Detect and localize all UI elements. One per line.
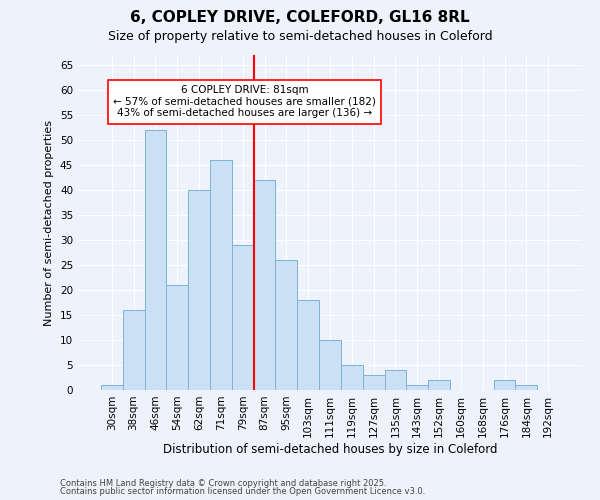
Text: 6 COPLEY DRIVE: 81sqm
← 57% of semi-detached houses are smaller (182)
43% of sem: 6 COPLEY DRIVE: 81sqm ← 57% of semi-deta… (113, 85, 376, 118)
Bar (494, 380, 515, 390)
Bar (363, 375, 385, 390)
Text: Size of property relative to semi-detached houses in Coleford: Size of property relative to semi-detach… (107, 30, 493, 43)
Text: Contains public sector information licensed under the Open Government Licence v3: Contains public sector information licen… (60, 487, 425, 496)
Bar (428, 380, 450, 390)
Bar (275, 260, 297, 390)
Bar (210, 160, 232, 390)
Bar (341, 365, 363, 390)
Bar (254, 180, 275, 390)
Bar (385, 370, 406, 390)
Bar (319, 340, 341, 390)
Text: Contains HM Land Registry data © Crown copyright and database right 2025.: Contains HM Land Registry data © Crown c… (60, 478, 386, 488)
Y-axis label: Number of semi-detached properties: Number of semi-detached properties (44, 120, 55, 326)
Bar (515, 385, 537, 390)
Bar (188, 190, 210, 390)
X-axis label: Distribution of semi-detached houses by size in Coleford: Distribution of semi-detached houses by … (163, 442, 497, 456)
Text: 6, COPLEY DRIVE, COLEFORD, GL16 8RL: 6, COPLEY DRIVE, COLEFORD, GL16 8RL (130, 10, 470, 25)
Bar (406, 385, 428, 390)
Bar (123, 310, 145, 390)
Bar (101, 385, 123, 390)
Bar (232, 245, 254, 390)
Bar (145, 130, 166, 390)
Bar (297, 300, 319, 390)
Bar (166, 285, 188, 390)
